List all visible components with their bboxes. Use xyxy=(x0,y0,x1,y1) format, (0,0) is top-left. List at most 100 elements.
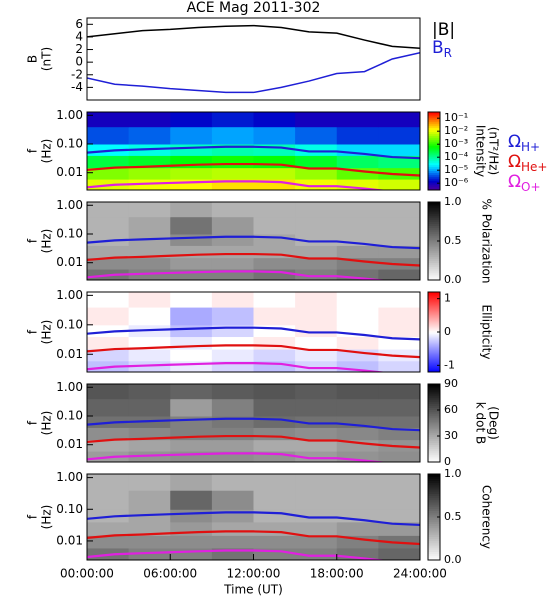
cell xyxy=(378,490,420,510)
cell xyxy=(87,349,130,362)
colorbar-tick-label: 10⁻⁵ xyxy=(444,163,468,176)
colorbar-tick-label: 10⁻³ xyxy=(444,137,468,150)
colorbar-step xyxy=(428,129,440,132)
cell xyxy=(87,257,130,270)
colorbar-step xyxy=(428,336,440,339)
colorbar-tick-label: 10⁻² xyxy=(444,124,468,137)
cell xyxy=(295,126,338,145)
chart-title: ACE Mag 2011-302 xyxy=(187,0,321,16)
colorbar-step xyxy=(428,350,440,353)
y-axis-label: (Hz) xyxy=(40,139,54,164)
x-tick-label: 12:00:00 xyxy=(227,567,281,581)
cell xyxy=(253,474,296,491)
colorbar-step xyxy=(428,141,440,144)
colorbar-step xyxy=(428,549,440,552)
colorbar-tick-label: 0.5 xyxy=(444,234,462,247)
y-axis-label: f xyxy=(26,420,40,425)
legend-name: Ω xyxy=(508,172,521,192)
series-line xyxy=(87,549,387,560)
colorbar-step xyxy=(428,391,440,395)
cell xyxy=(170,349,213,362)
cell xyxy=(253,179,296,190)
y-axis-label: (Hz) xyxy=(40,320,54,345)
colorbar-step xyxy=(428,529,440,533)
cell xyxy=(170,202,213,218)
axes-frame xyxy=(86,111,421,191)
cell xyxy=(211,474,254,491)
colorbar-step xyxy=(428,344,440,347)
cell xyxy=(378,384,420,400)
colorbar-step xyxy=(428,152,440,156)
cell xyxy=(170,269,213,280)
colorbar-step xyxy=(428,239,440,242)
colorbar-tick-label: 90 xyxy=(444,377,458,390)
colorbar-step xyxy=(428,326,440,329)
cell xyxy=(378,179,420,190)
cell xyxy=(378,509,420,523)
cell xyxy=(87,245,130,259)
cell xyxy=(253,451,296,462)
cell xyxy=(378,324,420,338)
cell xyxy=(87,384,130,400)
colorbar-step xyxy=(428,440,440,443)
colorbar-tick-label: 10⁻⁴ xyxy=(444,150,469,163)
colorbar-step xyxy=(428,160,440,164)
colorbar-step xyxy=(428,184,440,187)
y-axis-label: f xyxy=(26,148,40,153)
colorbar-label: Intensity xyxy=(474,125,488,177)
colorbar-step xyxy=(428,553,440,557)
colorbar-tick-label: 60 xyxy=(444,403,458,416)
y-tick-label: 0.01 xyxy=(56,165,83,179)
cell xyxy=(253,349,296,362)
cell xyxy=(336,112,379,128)
cell xyxy=(295,427,338,441)
colorbar-tick-label: 1.0 xyxy=(444,467,462,480)
cell xyxy=(211,427,254,441)
cell xyxy=(378,126,420,145)
colorbar-step xyxy=(428,484,440,488)
cell xyxy=(295,509,338,523)
x-tick-label: 24:00:00 xyxy=(393,567,447,581)
colorbar-step xyxy=(428,143,440,146)
cell xyxy=(170,360,213,372)
colorbar-step xyxy=(428,342,440,345)
cell xyxy=(87,427,130,441)
colorbar-step xyxy=(428,334,440,337)
colorbar-step xyxy=(428,314,440,317)
legend-subscript: R xyxy=(444,46,452,60)
colorbar-step xyxy=(428,158,440,162)
cell xyxy=(295,112,338,128)
cell xyxy=(253,324,296,338)
cell xyxy=(87,202,130,218)
colorbar-step xyxy=(428,434,440,438)
colorbar-step xyxy=(428,499,440,503)
cell xyxy=(295,521,338,536)
y-tick-label: -4 xyxy=(71,80,83,94)
colorbar-step xyxy=(428,213,440,217)
colorbar-step xyxy=(428,370,440,373)
cell xyxy=(211,233,254,246)
colorbar-step xyxy=(428,354,440,357)
legend-entry: ΩO+ xyxy=(508,172,541,194)
y-tick-label: 0.01 xyxy=(56,533,83,547)
y-axis-label: B xyxy=(26,55,40,63)
cell xyxy=(295,233,338,246)
legend-subscript: O+ xyxy=(521,180,541,194)
colorbar-step xyxy=(428,438,440,442)
colorbar-step xyxy=(428,244,440,248)
colorbar-step xyxy=(428,544,440,548)
colorbar-step xyxy=(428,407,440,410)
cell xyxy=(87,292,130,308)
colorbar-step xyxy=(428,411,440,414)
colorbar-frame xyxy=(427,111,441,191)
cell xyxy=(336,336,379,350)
cell xyxy=(211,269,254,280)
cell xyxy=(170,384,213,400)
cell xyxy=(336,143,379,156)
cell xyxy=(211,439,254,452)
cell xyxy=(336,415,379,428)
colorbar-step xyxy=(428,215,440,219)
colorbar-label: Coherency xyxy=(480,485,494,549)
cell xyxy=(295,143,338,156)
cell xyxy=(211,490,254,510)
